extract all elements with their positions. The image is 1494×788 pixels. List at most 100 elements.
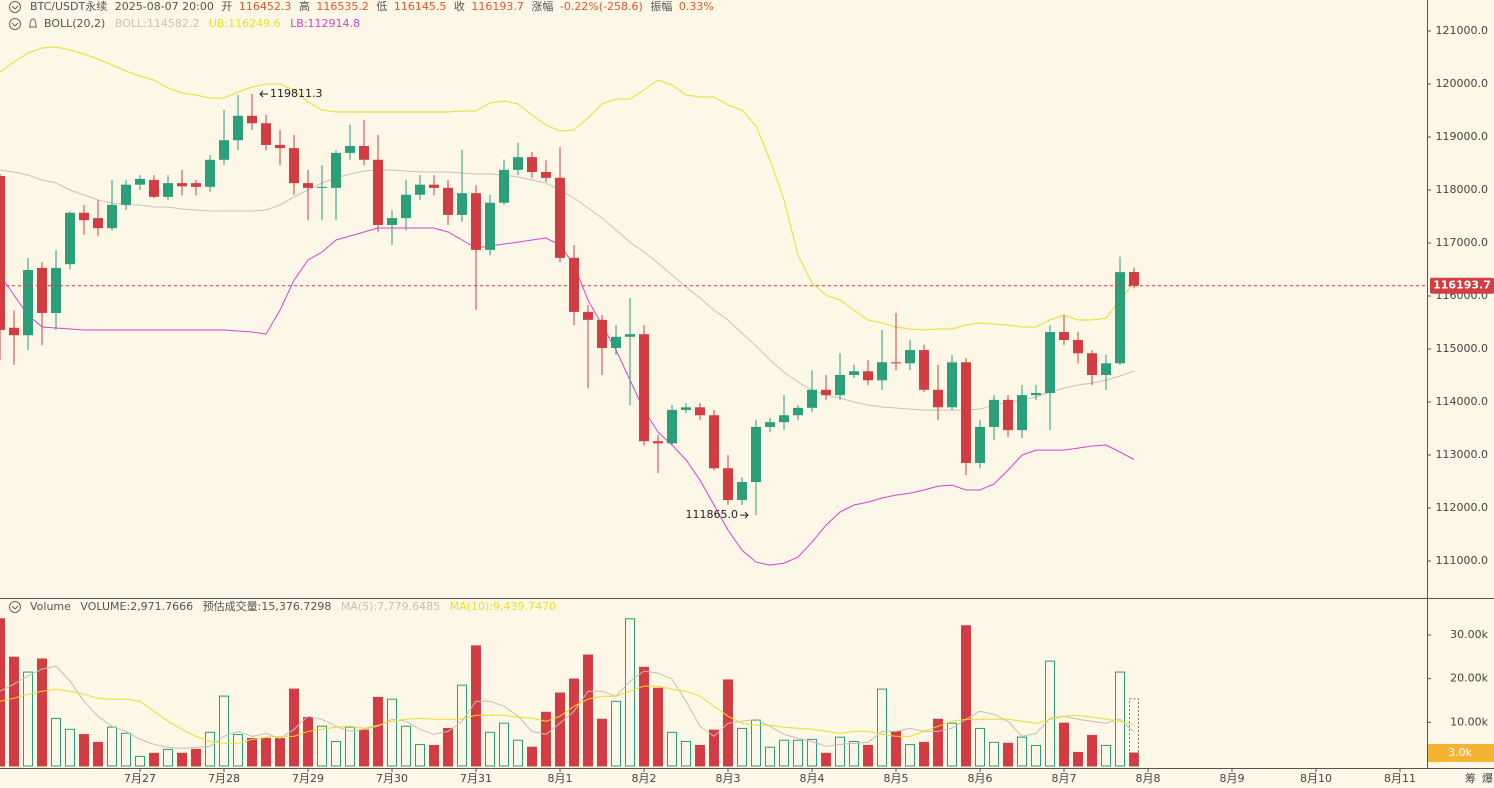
candle-body [779,415,789,423]
volume-bar [765,746,775,767]
candle-body [233,115,243,141]
x-tick-label: 8月3 [716,772,741,785]
volume-bar [429,744,439,767]
toolbar-item[interactable]: 爆 [1482,771,1493,785]
candle-body [919,350,929,390]
volume-bar [205,731,215,767]
volume-bar [415,744,425,767]
volume-bar [1101,744,1111,767]
volume-bar [93,741,103,767]
volume-bar [569,678,579,767]
candle-body [1073,339,1083,354]
candle-body [1003,399,1013,431]
candle-body [905,350,915,364]
volume-bar [303,717,313,767]
volume-bar [1017,736,1027,767]
candle-body [429,184,439,188]
candle-body [947,362,957,408]
candle-body [415,184,425,195]
volume-bar [471,645,481,767]
indicator-legend: BOLL(20,2) BOLL:114582.2 UB:116249.6 LB:… [44,17,360,30]
volume-bar [135,755,145,767]
legend-value: 114582.2 [147,17,200,30]
annotation-arrow [259,90,268,98]
candle-body [933,389,943,408]
volume-bar [877,688,887,767]
candle-body [303,183,313,188]
candle-body [471,193,481,250]
volume-bar [793,739,803,767]
candle-body [611,336,621,348]
y-tick-label: 119000.0 [1436,130,1489,143]
candle-body [653,441,663,444]
volume-value: VOLUME:2,971.7666 [80,600,193,613]
candle-body [443,187,453,215]
low-value: 116145.5 [394,0,447,13]
x-tick-label: 7月29 [292,772,324,785]
volume-pane: 3.0k [0,618,1494,767]
header: BTC/USDT永续 2025-08-07 20:00 开 116452.3 高… [30,0,714,13]
annotation-arrow [740,511,749,519]
y-tick-label: 117000.0 [1436,236,1489,249]
candle-body [1059,332,1069,340]
volume-bar [79,734,89,767]
indicator-name: BOLL(20,2) [44,17,105,30]
candle-body [1129,272,1139,286]
y-tick-label: 30.00k [1450,628,1488,641]
y-tick-label: 112000.0 [1436,501,1489,514]
volume-bar [499,722,509,767]
high-value: 116535.2 [316,0,369,13]
candle-body [1115,272,1125,364]
candle-body [681,407,691,410]
candle-body [121,184,131,205]
candle-body [1045,332,1055,393]
last-volume-label: 3.0k [1448,746,1472,759]
legend-name: UB: [209,17,228,30]
candle-body [667,409,677,444]
legend-name: MA(10):9,439.7470 [450,600,556,613]
candle-body [863,371,873,381]
volume-bar [0,618,5,767]
candle-body [583,311,593,320]
candle-body [597,319,607,348]
y-tick-label: 115000.0 [1436,342,1489,355]
candle-body [191,183,201,187]
volume-bar [149,752,159,767]
volume-bar [65,728,75,767]
x-tick-label: 8月8 [1136,772,1161,785]
legend-value: 112914.8 [308,17,361,30]
symbol: BTC/USDT永续 [30,0,107,13]
candle-body [849,371,859,375]
candle-body [877,362,887,381]
candle-body [289,148,299,184]
candle-body [93,218,103,229]
x-tick-label: 8月7 [1052,772,1077,785]
forecast-value: 预估成交量:15,376.7298 [203,599,332,613]
collapse-icons[interactable] [9,1,38,613]
candle-body [275,144,285,149]
volume-bar [401,725,411,767]
candle-body [135,178,145,185]
legend-name: MA(5):7,779.6485 [341,600,440,613]
x-tick-label: 8月11 [1384,772,1416,785]
candle-body [639,334,649,442]
candle-body [807,389,817,408]
candle-body [1017,395,1027,431]
volume-bar [989,741,999,767]
candle-body [723,468,733,501]
candle-body [975,426,985,463]
volume-bar [639,666,649,767]
volume-bar [121,732,131,767]
candle-body [1087,353,1097,375]
volume-bar [219,695,229,767]
volume-bar [23,671,33,767]
x-tick-label: 7月28 [208,772,240,785]
volume-bar [555,692,565,767]
candle-body [65,212,75,265]
candle-body [499,169,509,203]
toolbar-item[interactable]: 筹 [1465,771,1476,785]
candle-body [177,183,187,187]
candle-body [751,426,761,483]
x-tick-label: 8月10 [1300,772,1332,785]
y-tick-label: 113000.0 [1436,448,1489,461]
